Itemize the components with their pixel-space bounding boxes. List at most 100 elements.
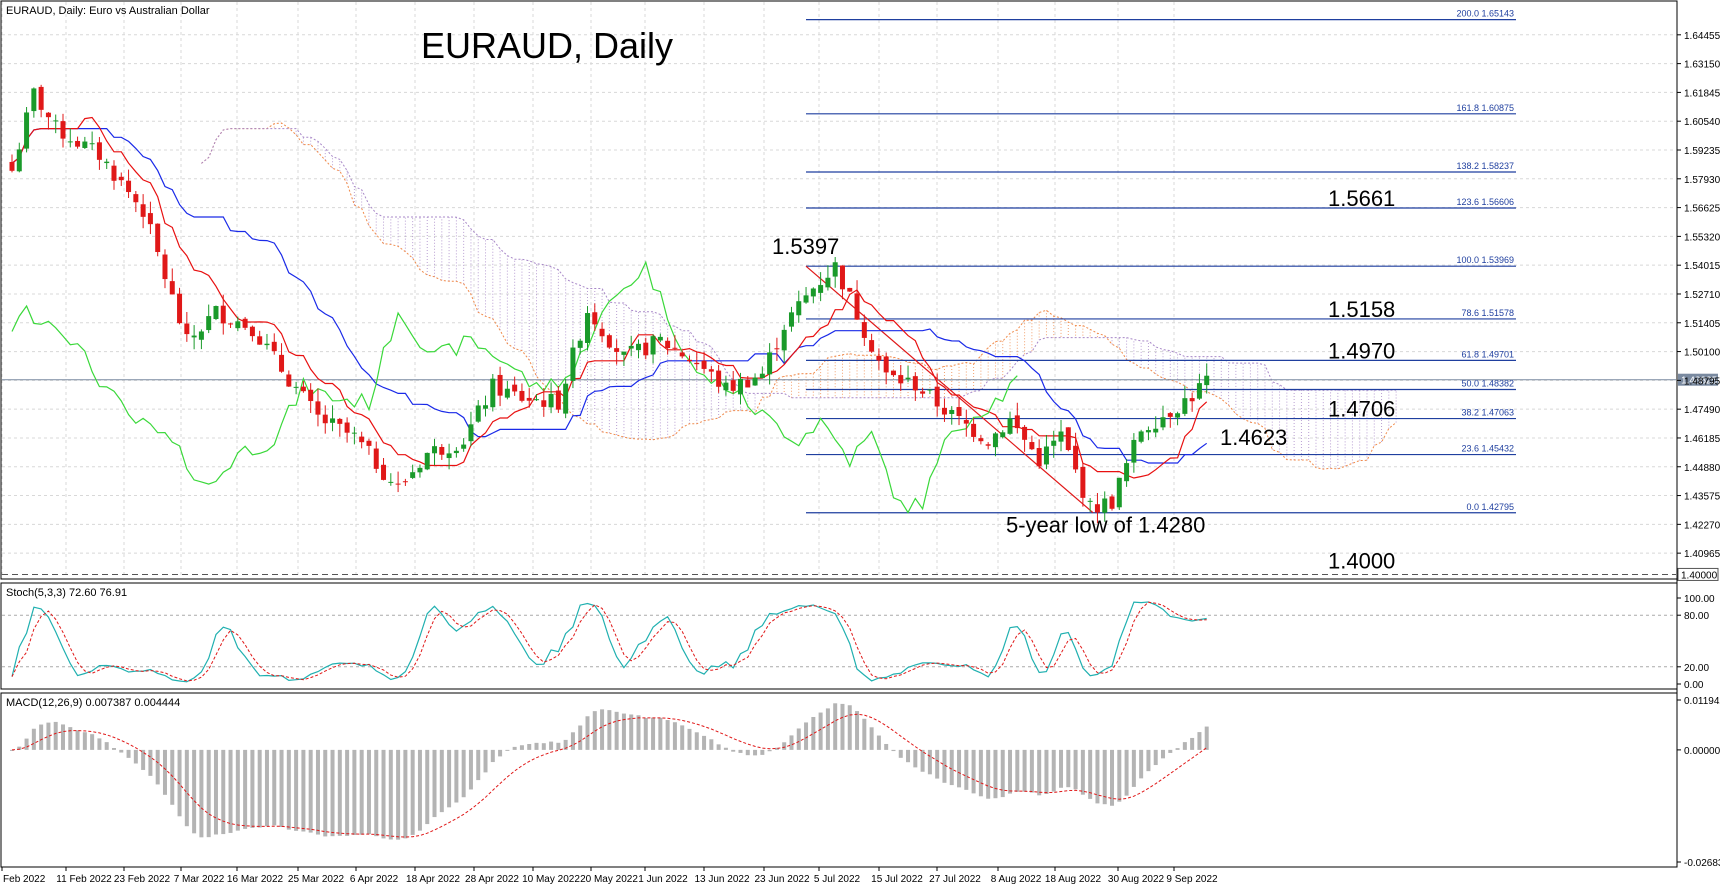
candle-body xyxy=(322,414,328,424)
fib-level-label: 100.0 1.53969 xyxy=(1456,255,1514,265)
macd-bar xyxy=(687,728,692,750)
candle-body xyxy=(1102,498,1108,513)
candle-body xyxy=(825,277,831,288)
candle-body xyxy=(104,161,110,164)
candle-body xyxy=(432,446,438,454)
support-level-tag-label: 1.40000 xyxy=(1681,570,1718,581)
candle-body xyxy=(169,281,175,295)
candle-body xyxy=(67,141,73,143)
candle-body xyxy=(679,352,685,357)
macd-bar xyxy=(410,749,415,835)
candle-body xyxy=(402,481,408,483)
candle-body xyxy=(606,335,612,348)
candle-body xyxy=(381,464,387,480)
macd-bar xyxy=(1168,749,1173,753)
time-tick-label: 18 Apr 2022 xyxy=(406,874,460,885)
macd-bar xyxy=(811,716,816,750)
macd-bar xyxy=(789,735,794,750)
candle-body xyxy=(672,347,678,349)
candle-body xyxy=(279,354,285,372)
macd-bar xyxy=(585,716,590,750)
time-tick-label: 23 Feb 2022 xyxy=(114,874,171,885)
macd-bar xyxy=(629,714,634,750)
candle-body xyxy=(271,341,277,352)
macd-bar xyxy=(454,749,459,803)
macd-bar xyxy=(330,749,335,837)
time-tick-label: 6 Apr 2022 xyxy=(350,874,399,885)
macd-bar xyxy=(374,749,379,837)
macd-bar xyxy=(578,725,583,750)
candle-body xyxy=(453,450,459,454)
macd-bar xyxy=(512,746,517,750)
stochastic-lines xyxy=(2,601,1676,683)
candle-body xyxy=(191,335,197,338)
price-annotation: 1.4000 xyxy=(1328,548,1395,573)
macd-bar xyxy=(862,718,867,750)
candle-body xyxy=(1029,442,1035,450)
macd-bar xyxy=(563,739,568,750)
time-tick-label: 23 Jun 2022 xyxy=(754,874,809,885)
macd-tick-label: -0.026836 xyxy=(1684,858,1720,869)
macd-bar xyxy=(192,749,197,834)
candle-body xyxy=(31,88,37,112)
macd-bar xyxy=(46,722,51,750)
candle-body xyxy=(555,390,561,410)
candle-body xyxy=(1022,426,1028,440)
macd-bar xyxy=(199,749,204,838)
candle-body xyxy=(1073,445,1079,470)
candle-body xyxy=(861,322,867,338)
candle-body xyxy=(410,472,416,478)
macd-histogram xyxy=(10,703,1209,840)
macd-bar xyxy=(206,749,211,838)
stoch-tick-label: 20.00 xyxy=(1684,663,1709,674)
support-level-tag xyxy=(1677,567,1719,581)
macd-bar xyxy=(352,749,357,835)
candle-body xyxy=(388,481,394,483)
candle-body xyxy=(716,370,722,387)
macd-bar xyxy=(97,738,102,750)
candle-body xyxy=(1080,466,1086,498)
stochastic-header: Stoch(5,3,3) 72.60 76.91 xyxy=(6,587,127,599)
macd-bar xyxy=(607,710,612,750)
macd-bar xyxy=(665,720,670,750)
candle-body xyxy=(9,161,15,171)
macd-bar xyxy=(738,749,743,753)
candle-body xyxy=(992,433,998,448)
macd-tick-label: 0.011942 xyxy=(1684,696,1720,707)
macd-bar xyxy=(162,749,167,795)
price-tick-label: 1.55320 xyxy=(1684,232,1720,243)
candle-body xyxy=(373,448,379,469)
candle-body xyxy=(810,288,816,297)
candle-body xyxy=(541,400,547,407)
candle-body xyxy=(337,418,343,424)
candle-body xyxy=(439,447,445,455)
price-tick-label: 1.51405 xyxy=(1684,319,1720,330)
candle-body xyxy=(759,373,765,379)
price-annotation: 1.4706 xyxy=(1328,397,1395,422)
candle-body xyxy=(177,293,183,324)
candle-body xyxy=(111,165,117,181)
macd-bar xyxy=(505,749,510,751)
candle-body xyxy=(133,194,139,203)
price-annotation: 1.5397 xyxy=(772,234,839,259)
macd-bar xyxy=(592,711,597,750)
candle-body xyxy=(213,306,219,320)
candle-body xyxy=(424,452,430,470)
price-tick-label: 1.60540 xyxy=(1684,117,1720,128)
candle-body xyxy=(599,328,605,337)
macd-bar xyxy=(570,732,575,750)
macd-bar xyxy=(1139,749,1144,779)
macd-bar xyxy=(439,749,444,813)
macd-bar xyxy=(549,741,554,750)
macd-signal-line xyxy=(11,713,1207,838)
time-tick-label: 30 Aug 2022 xyxy=(1108,874,1165,885)
macd-bar xyxy=(1131,749,1136,787)
price-pane: 200.0 1.65143 161.8 1.60875 138.2 1.58237 1… xyxy=(0,0,1719,581)
macd-bar xyxy=(1153,749,1158,766)
macd-bar xyxy=(1146,749,1151,772)
macd-bar xyxy=(949,749,954,786)
macd-bar xyxy=(745,749,750,756)
macd-bar xyxy=(308,749,313,833)
fib-level-label: 50.0 1.48382 xyxy=(1461,378,1514,388)
